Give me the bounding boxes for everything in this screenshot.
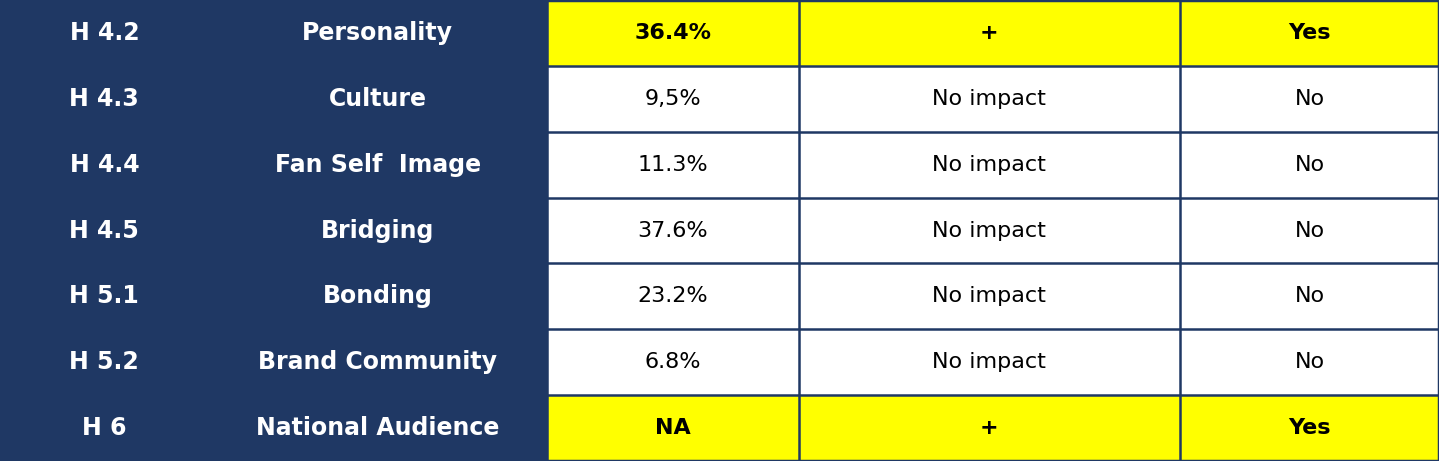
Bar: [0, 329, 209, 395]
Bar: [799, 395, 1180, 461]
Text: Culture: Culture: [328, 87, 427, 111]
Bar: [209, 329, 547, 395]
Text: H 4.4: H 4.4: [69, 153, 140, 177]
Text: 23.2%: 23.2%: [637, 286, 708, 307]
Text: +: +: [980, 23, 999, 43]
Bar: [547, 198, 799, 263]
Bar: [209, 0, 547, 66]
Bar: [209, 132, 547, 198]
Text: +: +: [980, 418, 999, 438]
Bar: [799, 132, 1180, 198]
Text: H 4.5: H 4.5: [69, 219, 140, 242]
Text: H 5.2: H 5.2: [69, 350, 140, 374]
Text: 11.3%: 11.3%: [637, 154, 708, 175]
Text: No impact: No impact: [932, 352, 1046, 372]
Text: NA: NA: [655, 418, 691, 438]
Text: No: No: [1295, 89, 1324, 109]
Bar: [799, 198, 1180, 263]
Text: Personality: Personality: [302, 21, 453, 45]
Bar: [0, 0, 209, 66]
Text: Bridging: Bridging: [321, 219, 435, 242]
Bar: [547, 329, 799, 395]
Text: H 4.2: H 4.2: [69, 21, 140, 45]
Text: 6.8%: 6.8%: [645, 352, 701, 372]
Text: Yes: Yes: [1288, 23, 1331, 43]
Text: No impact: No impact: [932, 286, 1046, 307]
Bar: [209, 395, 547, 461]
Text: National Audience: National Audience: [256, 416, 499, 440]
Bar: [547, 66, 799, 132]
Bar: [0, 198, 209, 263]
Bar: [799, 263, 1180, 329]
Text: H 5.1: H 5.1: [69, 284, 140, 308]
Bar: [1180, 329, 1439, 395]
Bar: [0, 263, 209, 329]
Text: No impact: No impact: [932, 220, 1046, 241]
Bar: [547, 0, 799, 66]
Bar: [1180, 198, 1439, 263]
Bar: [1180, 0, 1439, 66]
Text: 9,5%: 9,5%: [645, 89, 701, 109]
Text: Brand Community: Brand Community: [258, 350, 498, 374]
Text: No: No: [1295, 352, 1324, 372]
Text: 37.6%: 37.6%: [637, 220, 708, 241]
Text: 36.4%: 36.4%: [635, 23, 711, 43]
Text: No impact: No impact: [932, 89, 1046, 109]
Bar: [1180, 263, 1439, 329]
Text: No: No: [1295, 220, 1324, 241]
Text: H 6: H 6: [82, 416, 127, 440]
Bar: [1180, 132, 1439, 198]
Bar: [209, 263, 547, 329]
Text: H 4.3: H 4.3: [69, 87, 140, 111]
Bar: [0, 395, 209, 461]
Text: No: No: [1295, 154, 1324, 175]
Bar: [547, 395, 799, 461]
Bar: [209, 66, 547, 132]
Bar: [1180, 395, 1439, 461]
Text: Fan Self  Image: Fan Self Image: [275, 153, 481, 177]
Text: No impact: No impact: [932, 154, 1046, 175]
Bar: [209, 198, 547, 263]
Text: Bonding: Bonding: [322, 284, 433, 308]
Text: Yes: Yes: [1288, 418, 1331, 438]
Bar: [799, 66, 1180, 132]
Text: No: No: [1295, 286, 1324, 307]
Bar: [547, 132, 799, 198]
Bar: [799, 329, 1180, 395]
Bar: [0, 66, 209, 132]
Bar: [0, 132, 209, 198]
Bar: [547, 263, 799, 329]
Bar: [799, 0, 1180, 66]
Bar: [1180, 66, 1439, 132]
